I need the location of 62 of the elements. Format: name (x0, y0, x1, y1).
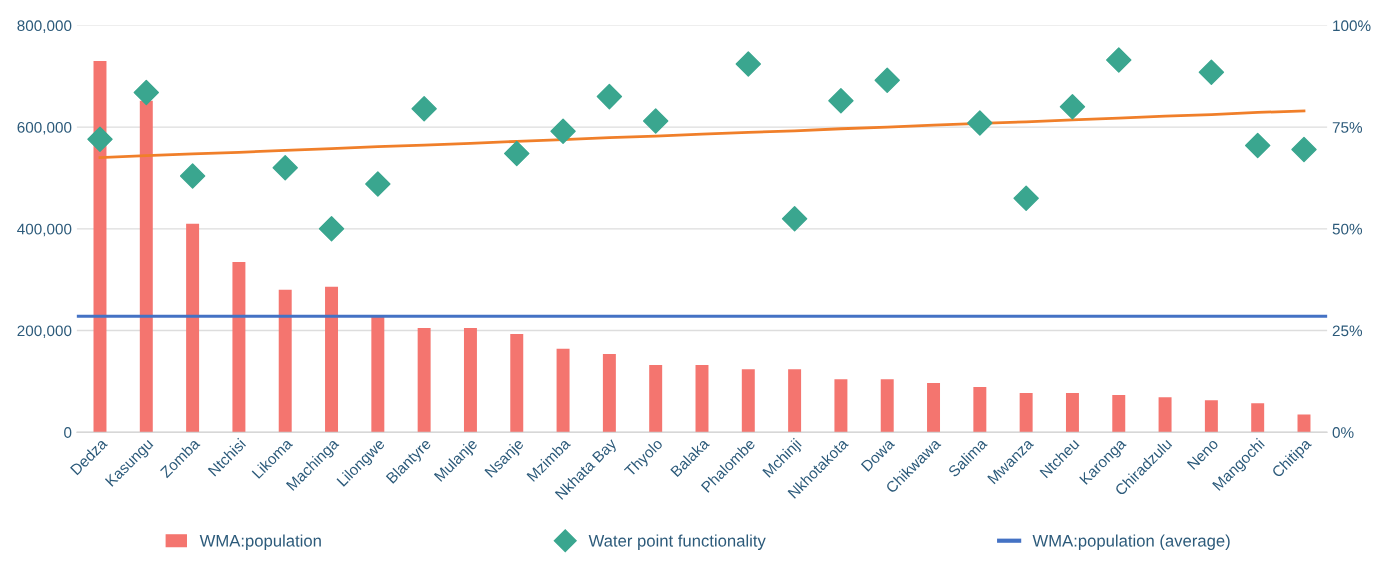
y2-tick-label: 75% (1332, 122, 1363, 133)
y2-tick-label: 100% (1333, 20, 1371, 32)
bar (695, 365, 709, 433)
legend-label: WMA:population (199, 534, 321, 550)
bar (973, 386, 987, 433)
y-tick-label: 800,000 (17, 20, 72, 33)
point (596, 83, 623, 110)
bar (1112, 395, 1126, 433)
bar (325, 286, 339, 433)
bar (1065, 393, 1079, 433)
y-tick-label: 0 (64, 427, 72, 438)
line-series (98, 109, 1306, 160)
bar (278, 289, 292, 433)
bar (927, 382, 941, 433)
point (179, 163, 206, 189)
point (550, 118, 576, 144)
bar (556, 348, 570, 433)
bar (1204, 400, 1218, 433)
y2-tick-label: 50% (1332, 223, 1363, 235)
point (735, 51, 762, 77)
point (1198, 59, 1225, 85)
y-tick-label: 400,000 (17, 223, 72, 237)
bar (139, 100, 153, 433)
bar (232, 261, 246, 433)
bar (788, 369, 802, 433)
point (1244, 132, 1271, 159)
legend-label: WMA:population (average) (1032, 534, 1230, 550)
bar (1019, 393, 1033, 433)
bar (880, 379, 894, 433)
y-tick-label: 600,000 (17, 121, 72, 135)
point (781, 205, 808, 232)
point (828, 87, 854, 114)
bar (510, 334, 524, 433)
point (318, 216, 345, 242)
bar (1158, 397, 1172, 433)
bar (741, 369, 755, 433)
point (504, 140, 530, 167)
point (272, 155, 298, 181)
bar (463, 327, 477, 433)
point (967, 110, 993, 136)
y2-tick-label: 25% (1332, 325, 1363, 337)
bar (602, 353, 616, 433)
bar (834, 379, 848, 433)
point (1013, 185, 1039, 212)
y-tick-label: 200,000 (17, 325, 72, 339)
point (411, 96, 437, 122)
bar (1251, 403, 1265, 433)
bar (186, 223, 200, 433)
point (1059, 94, 1086, 120)
y2-tick-label: 0% (1332, 427, 1354, 438)
bar (371, 315, 385, 433)
point (874, 67, 900, 94)
point (365, 171, 391, 197)
bar (1297, 414, 1311, 433)
bar (649, 365, 663, 433)
point (642, 108, 669, 134)
legend-label: Water point functionality (588, 534, 766, 550)
point (87, 126, 113, 153)
point (1106, 47, 1132, 73)
point (1291, 136, 1317, 163)
bar (417, 327, 431, 433)
point (133, 79, 160, 106)
